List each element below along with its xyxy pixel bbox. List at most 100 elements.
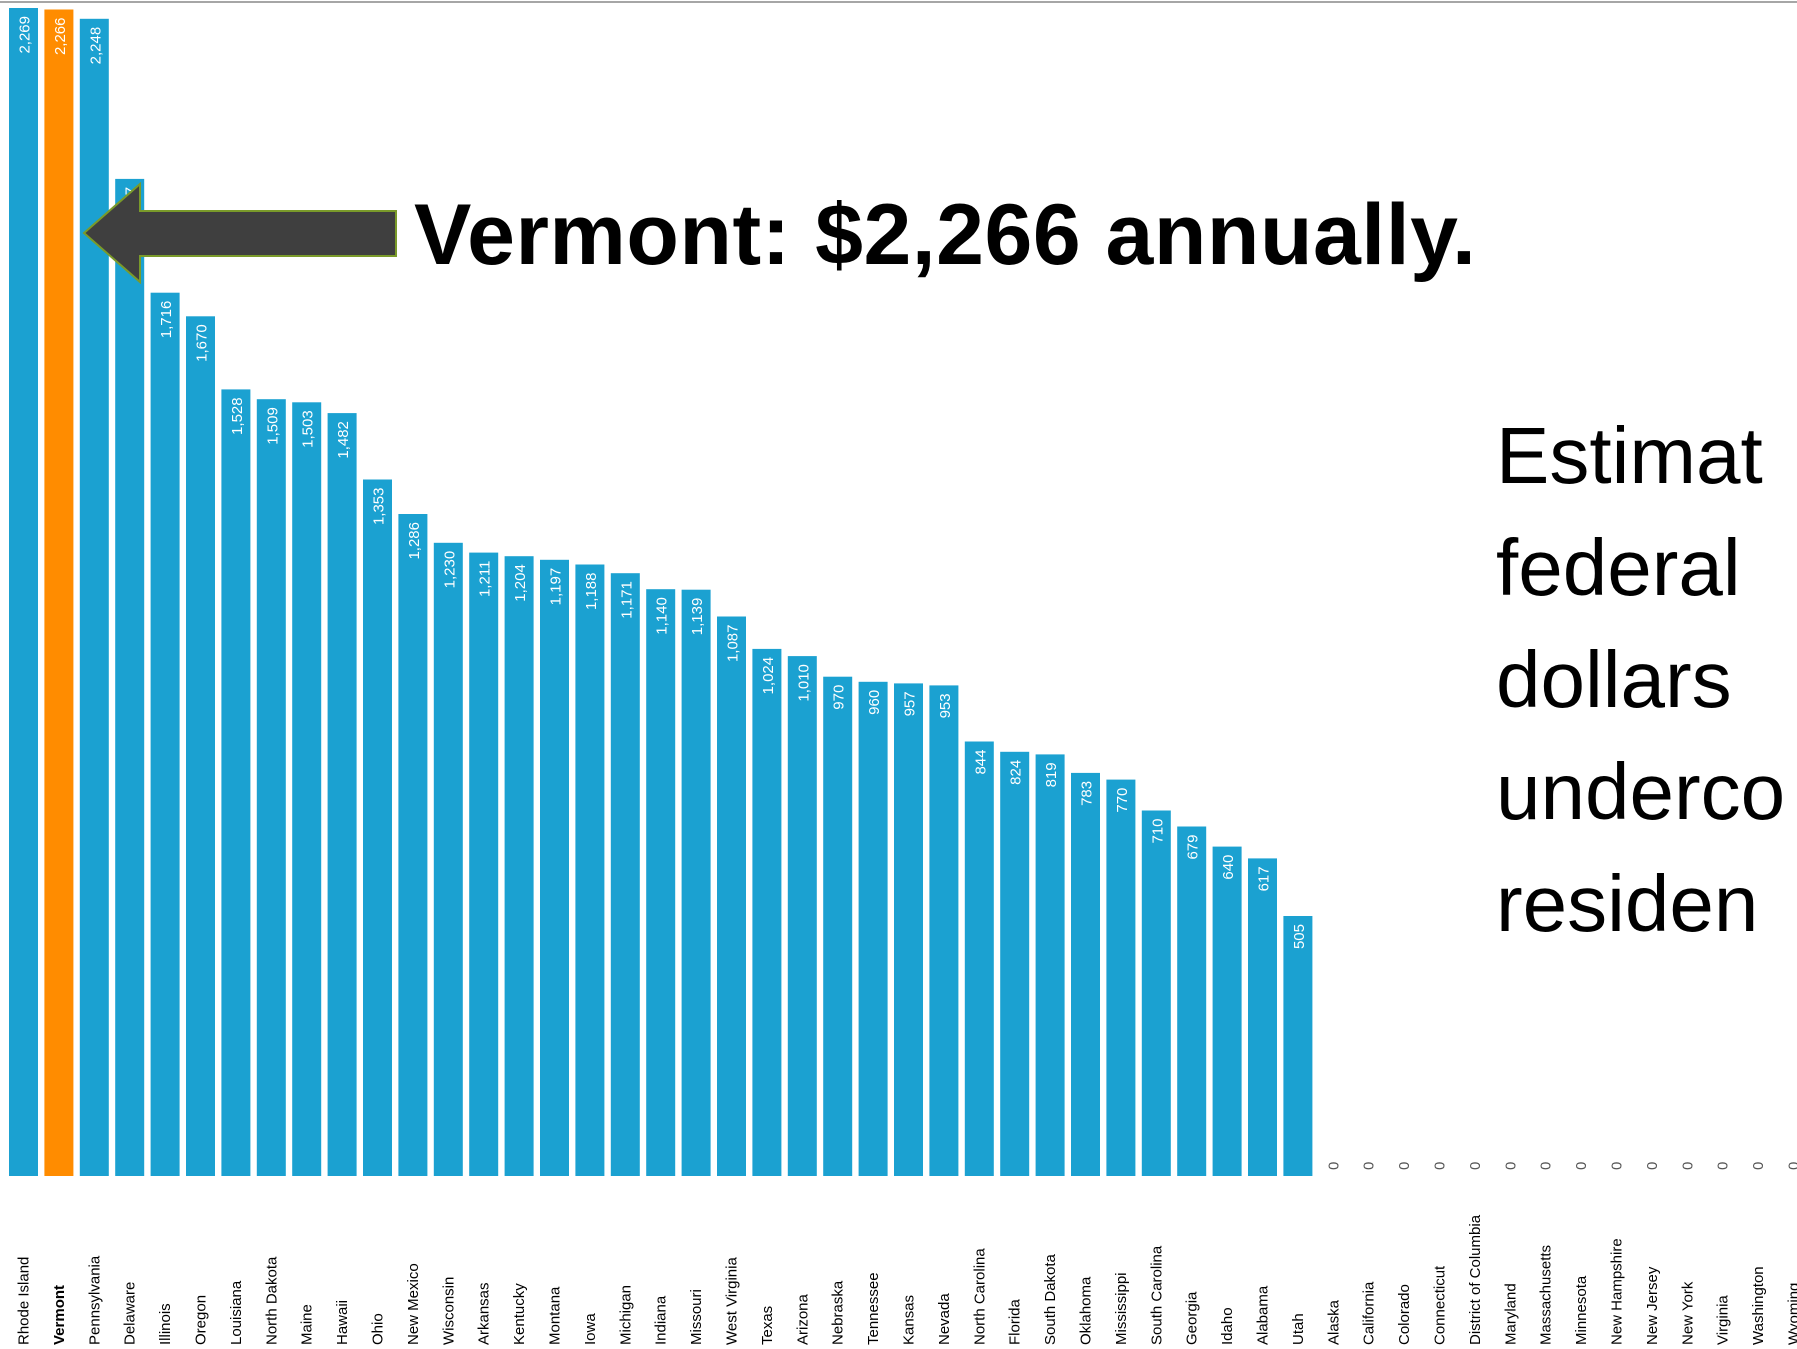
bar-value-label: 1,087	[725, 625, 742, 663]
category-label: Connecticut	[1432, 1265, 1449, 1345]
category-label: Oklahoma	[1078, 1276, 1095, 1345]
bar-value-label: 0	[1502, 1162, 1519, 1170]
bar-west-virginia	[717, 616, 746, 1176]
bar-value-label: 1,482	[335, 421, 352, 459]
bar-mississippi	[1106, 779, 1136, 1176]
category-label: Tennessee	[865, 1272, 882, 1345]
bar-value-label: 1,286	[406, 522, 423, 560]
bar-montana	[540, 559, 569, 1176]
category-label: Vermont	[51, 1285, 68, 1345]
bar-value-label: 970	[831, 685, 848, 710]
category-label: South Carolina	[1148, 1245, 1165, 1345]
bar-value-label: 953	[937, 693, 954, 718]
category-label: District of Columbia	[1467, 1214, 1484, 1345]
bar-value-label: 0	[1715, 1162, 1732, 1170]
bar-value-label: 679	[1185, 835, 1202, 860]
bar-alabama	[1248, 858, 1277, 1176]
category-label: Nevada	[936, 1293, 953, 1345]
category-label: North Dakota	[263, 1256, 280, 1345]
bar-oklahoma	[1071, 772, 1100, 1176]
bar-value-label: 0	[1609, 1162, 1626, 1170]
bar-value-label: 0	[1644, 1162, 1661, 1170]
bar-idaho	[1212, 846, 1242, 1176]
bar-wisconsin	[433, 542, 463, 1176]
bar-illinois	[150, 292, 180, 1176]
category-label: West Virginia	[724, 1257, 741, 1345]
bar-value-label: 0	[1361, 1162, 1378, 1170]
bar-new-mexico	[398, 514, 428, 1176]
bar-rhode-island	[9, 8, 38, 1176]
bar-vermont	[44, 9, 74, 1176]
category-label: Oregon	[193, 1295, 210, 1345]
category-label: Washington	[1750, 1266, 1767, 1345]
bar-ohio	[363, 479, 392, 1176]
category-label: Georgia	[1184, 1291, 1201, 1345]
category-label: Kansas	[901, 1295, 918, 1345]
bar-value-label: 617	[1256, 866, 1273, 891]
category-label: Arkansas	[476, 1282, 493, 1345]
category-label: Ohio	[370, 1313, 387, 1345]
bar-value-label: 1,230	[441, 551, 458, 589]
bar-value-label: 0	[1679, 1162, 1696, 1170]
side-annotation-line-2: federal	[1496, 523, 1741, 612]
bar-delaware	[115, 178, 145, 1176]
bar-maine	[292, 402, 322, 1176]
bar-value-label: 505	[1291, 924, 1308, 949]
side-annotation-line-4: underco	[1496, 747, 1786, 836]
category-label: Nebraska	[830, 1280, 847, 1345]
category-label: Alaska	[1325, 1299, 1342, 1345]
bar-michigan	[610, 573, 640, 1176]
bar-louisiana	[221, 389, 251, 1176]
bar-value-label: 1,188	[583, 573, 600, 611]
bar-south-dakota	[1035, 754, 1065, 1176]
category-label: Hawaii	[334, 1300, 351, 1345]
bar-south-carolina	[1141, 810, 1171, 1176]
category-label: Mississippi	[1113, 1272, 1130, 1345]
bar-value-label: 1,353	[371, 488, 388, 526]
category-label: Wisconsin	[440, 1277, 457, 1345]
category-label: Rhode Island	[16, 1257, 33, 1345]
bar-value-label: 1,010	[795, 664, 812, 702]
bar-value-label: 0	[1538, 1162, 1555, 1170]
bar-value-label: 783	[1079, 781, 1096, 806]
category-label: Virginia	[1715, 1295, 1732, 1345]
bar-value-label: 1,509	[264, 407, 281, 445]
bar-value-label: 0	[1467, 1162, 1484, 1170]
category-label: Alabama	[1255, 1285, 1272, 1345]
bar-florida	[1000, 751, 1030, 1176]
bar-value-label: 0	[1573, 1162, 1590, 1170]
bar-value-label: 1,171	[618, 581, 635, 619]
category-label: Illinois	[157, 1303, 174, 1345]
category-label: New York	[1679, 1281, 1696, 1345]
bar-utah	[1283, 916, 1313, 1176]
bar-pennsylvania	[79, 18, 109, 1176]
category-label: Colorado	[1396, 1284, 1413, 1345]
category-label: Indiana	[653, 1295, 670, 1345]
category-label: Massachusetts	[1538, 1245, 1555, 1345]
category-label: Arizona	[794, 1293, 811, 1345]
side-annotation-line-1: Estimat	[1496, 411, 1763, 500]
bar-value-label: 819	[1043, 762, 1060, 787]
category-label: Missouri	[688, 1289, 705, 1345]
category-label: Pennsylvania	[86, 1255, 103, 1345]
category-label: Maine	[299, 1304, 316, 1345]
category-label: New Jersey	[1644, 1266, 1661, 1345]
bar-value-label: 0	[1396, 1162, 1413, 1170]
bar-value-label: 1,716	[158, 301, 175, 339]
bar-value-label: 2,266	[52, 18, 69, 56]
category-label: Louisiana	[228, 1280, 245, 1345]
callout-arrow-icon	[82, 181, 397, 285]
category-label: Delaware	[122, 1282, 139, 1345]
bar-value-label: 0	[1325, 1162, 1342, 1170]
bar-value-label: 824	[1008, 760, 1025, 785]
bar-value-label: 960	[866, 690, 883, 715]
category-label: Michigan	[617, 1285, 634, 1345]
category-label: Wyoming	[1786, 1283, 1797, 1345]
bar-value-label: 1,528	[229, 397, 246, 435]
category-label: Montana	[547, 1286, 564, 1345]
bar-texas	[752, 648, 782, 1176]
bar-value-label: 1,024	[760, 657, 777, 695]
bar-tennessee	[858, 681, 888, 1176]
bar-north-dakota	[256, 399, 286, 1176]
